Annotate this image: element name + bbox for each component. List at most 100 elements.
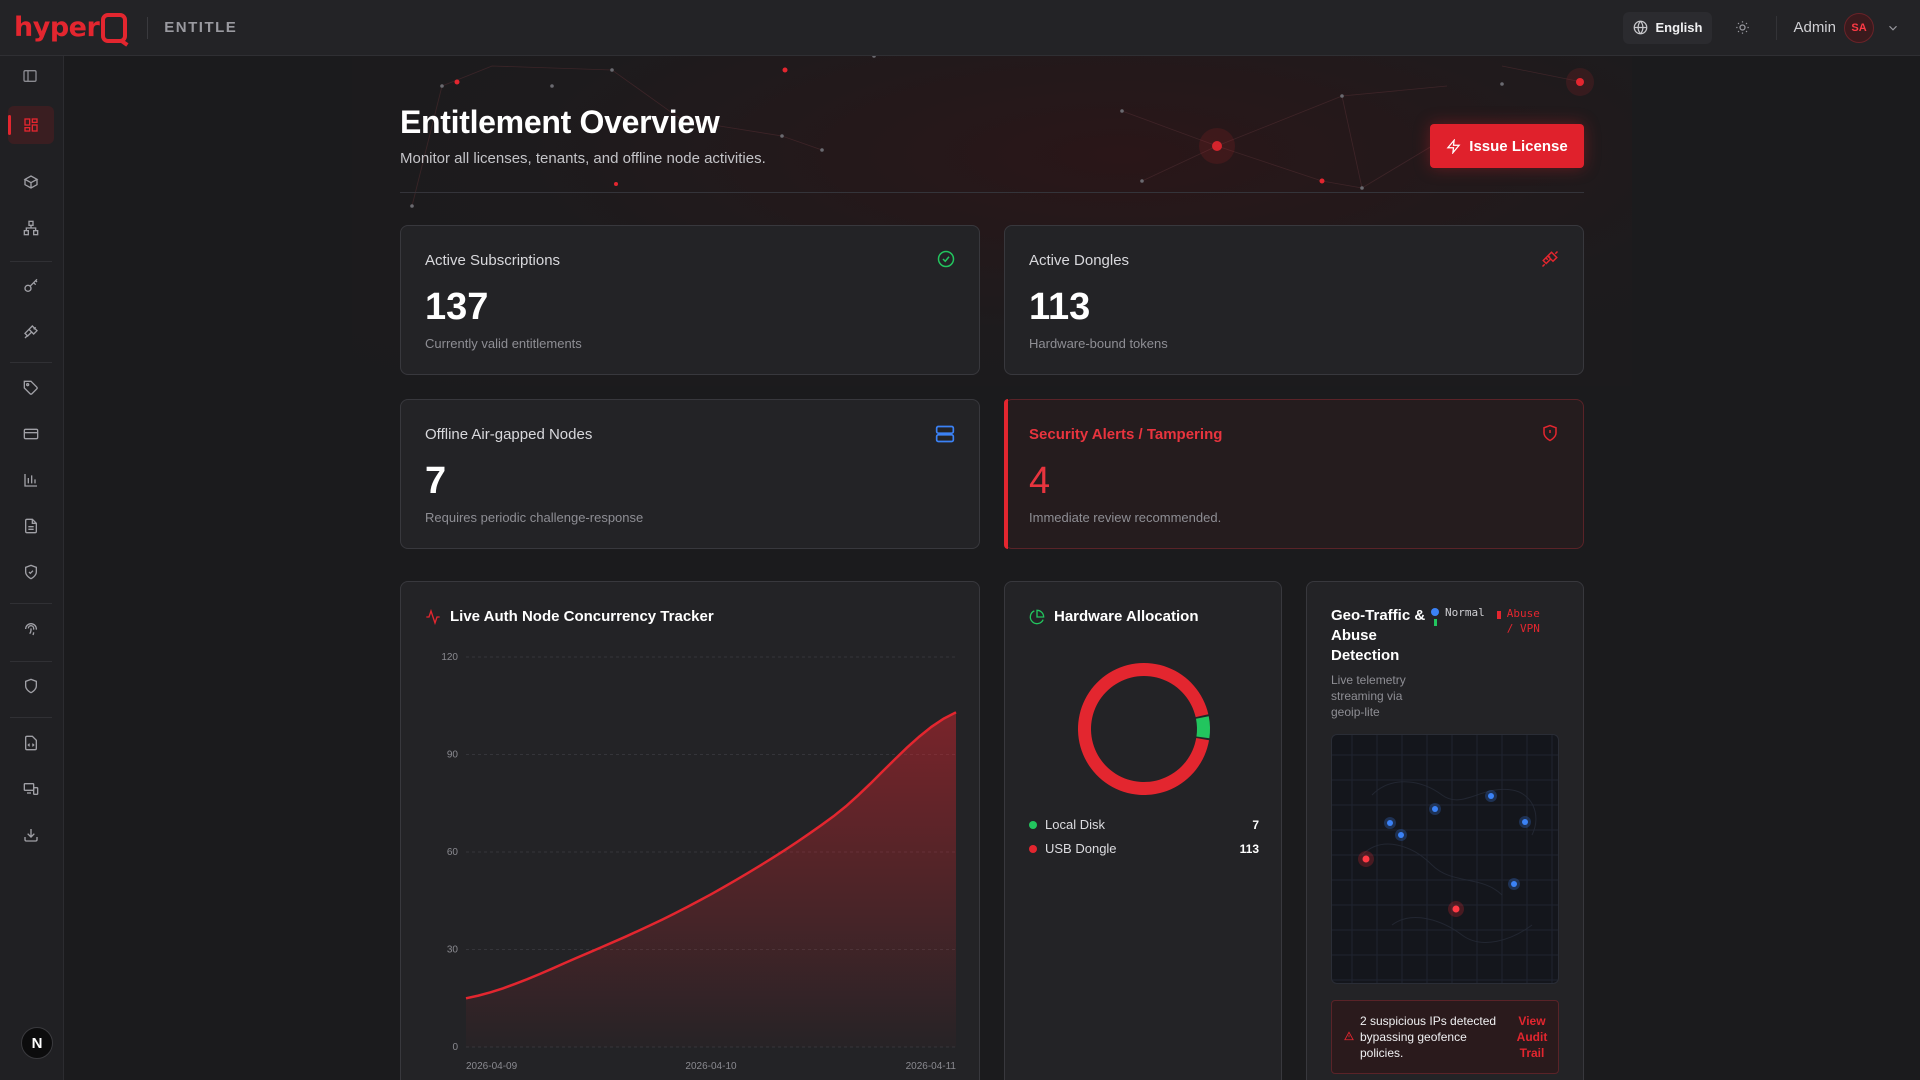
stat-description: Immediate review recommended. xyxy=(1029,510,1222,525)
stat-card-offline-nodes[interactable]: Offline Air-gapped Nodes 7 Requires peri… xyxy=(400,399,980,549)
panel-subtitle: Live telemetry streaming via geoip-lite xyxy=(1331,673,1406,719)
language-selector[interactable]: English xyxy=(1622,11,1713,44)
stat-label: Active Subscriptions xyxy=(425,252,561,269)
sidebar-item-compliance[interactable] xyxy=(8,553,54,591)
user-name: Admin xyxy=(1793,19,1836,36)
download-icon xyxy=(24,829,38,842)
pie-chart-icon xyxy=(1029,609,1045,624)
legend-label: USB Dongle xyxy=(1045,841,1117,856)
issue-license-button[interactable]: Issue License xyxy=(1430,124,1584,168)
package-icon xyxy=(23,175,39,189)
sidebar-item-downloads[interactable] xyxy=(8,816,54,854)
sidebar-item-security[interactable] xyxy=(8,667,54,705)
bar-chart-icon xyxy=(24,474,37,487)
language-label: English xyxy=(1655,20,1703,35)
sidebar-toggle-icon[interactable] xyxy=(22,68,38,84)
stat-card-security-alerts[interactable]: Security Alerts / Tampering 4 Immediate … xyxy=(1004,399,1584,549)
donut-slice-local-disk[interactable] xyxy=(1195,716,1210,739)
shield-icon xyxy=(25,678,37,694)
geo-traffic-map[interactable] xyxy=(1331,734,1559,984)
stat-description: Hardware-bound tokens xyxy=(1029,336,1168,351)
legend-item-usb-dongle: USB Dongle 113 xyxy=(1029,841,1259,856)
network-icon xyxy=(23,220,39,236)
map-grid xyxy=(1332,735,1558,983)
lightning-icon xyxy=(1446,138,1461,154)
sidebar-separator xyxy=(10,717,52,718)
sidebar-item-tenants[interactable] xyxy=(8,209,54,247)
hardware-donut-chart xyxy=(1078,663,1210,795)
card-icon xyxy=(23,428,39,440)
area-fill xyxy=(466,712,956,1047)
sidebar-item-dashboard[interactable] xyxy=(8,106,54,144)
brand-name: ENTITLE xyxy=(164,19,238,36)
sidebar-item-keys[interactable] xyxy=(8,267,54,305)
sun-icon xyxy=(1736,21,1749,34)
sidebar-separator xyxy=(10,603,52,604)
sidebar-separator xyxy=(10,261,52,262)
concurrency-tracker-panel: Live Auth Node Concurrency Tracker 0 30 60… xyxy=(400,581,980,1080)
key-icon xyxy=(24,278,38,292)
document-icon xyxy=(25,518,37,534)
sidebar-item-analytics[interactable] xyxy=(8,461,54,499)
code-file-icon xyxy=(25,735,37,751)
app-logo[interactable]: hyper xyxy=(14,8,128,48)
logo-text: hyper xyxy=(14,12,100,43)
legend-dot xyxy=(1029,820,1037,829)
chevron-down-icon[interactable] xyxy=(1886,21,1900,35)
panel-title: Live Auth Node Concurrency Tracker xyxy=(450,608,714,625)
sidebar-item-devices[interactable] xyxy=(8,770,54,808)
sidebar-separator xyxy=(10,362,52,363)
geo-traffic-panel: Geo-Traffic & Abuse Detection Live telem… xyxy=(1306,581,1584,1080)
stat-description: Requires periodic challenge-response xyxy=(425,510,644,525)
y-tick-label: 120 xyxy=(441,652,458,663)
brand-divider xyxy=(147,16,149,39)
donut-slice-usb-dongle[interactable] xyxy=(1078,663,1210,795)
abuse-traffic-points xyxy=(1358,851,1464,917)
top-bar: hyper ENTITLE English Admin SA xyxy=(0,0,1920,56)
sidebar-item-pricing[interactable] xyxy=(8,369,54,407)
panel-title: Hardware Allocation xyxy=(1054,608,1199,625)
legend-item-local-disk: Local Disk 7 xyxy=(1029,817,1259,832)
normal-traffic-points xyxy=(1384,790,1531,890)
sidebar-item-products[interactable] xyxy=(8,163,54,201)
warning-icon xyxy=(1344,1031,1354,1041)
x-tick-label: 2026-04-09 xyxy=(466,1061,518,1072)
x-tick-label: 2026-04-10 xyxy=(685,1061,737,1072)
plug-icon xyxy=(24,325,38,339)
geo-alert-banner: 2 suspicious IPs detected bypassing geof… xyxy=(1331,1000,1559,1074)
check-circle-icon xyxy=(937,250,955,268)
devices-icon xyxy=(23,783,39,795)
sidebar-item-sdk[interactable] xyxy=(8,724,54,762)
server-icon xyxy=(935,425,955,443)
shield-alert-icon xyxy=(1543,424,1557,442)
stat-card-active-subscriptions[interactable]: Active Subscriptions 137 Currently valid… xyxy=(400,225,980,375)
sidebar-item-reports[interactable] xyxy=(8,507,54,545)
geo-legend: Normal Abuse / VPN xyxy=(1431,606,1547,636)
plug-icon xyxy=(1541,250,1559,268)
series-line xyxy=(465,711,957,1000)
stat-description: Currently valid entitlements xyxy=(425,336,582,351)
geo-alert-text: 2 suspicious IPs detected bypassing geof… xyxy=(1360,1014,1497,1060)
legend-dot-abuse xyxy=(1496,611,1501,619)
logo-q-mark xyxy=(101,12,128,43)
stat-value: 137 xyxy=(425,286,489,328)
sidebar-item-billing[interactable] xyxy=(8,415,54,453)
user-avatar[interactable]: SA xyxy=(1844,12,1874,43)
x-tick-label: 2026-04-11 xyxy=(906,1061,957,1072)
theme-toggle[interactable] xyxy=(1726,12,1758,44)
stat-label: Offline Air-gapped Nodes xyxy=(425,426,593,443)
legend-bar xyxy=(1433,619,1437,626)
sidebar-item-identity[interactable] xyxy=(8,610,54,648)
legend-value: 7 xyxy=(1252,817,1259,832)
y-tick-label: 30 xyxy=(447,945,459,956)
y-tick-label: 90 xyxy=(447,750,459,761)
framework-badge[interactable]: N xyxy=(21,1027,53,1059)
stat-card-active-dongles[interactable]: Active Dongles 113 Hardware-bound tokens xyxy=(1004,225,1584,375)
globe-icon xyxy=(1633,20,1647,35)
hardware-allocation-panel: Hardware Allocation Local Disk 7 USB Don… xyxy=(1004,581,1282,1080)
shield-check-icon xyxy=(25,564,37,580)
page-subtitle: Monitor all licenses, tenants, and offli… xyxy=(400,150,766,167)
view-audit-trail-link[interactable]: View Audit Trail xyxy=(1516,1014,1548,1060)
sidebar-item-dongles[interactable] xyxy=(8,313,54,351)
topbar-separator xyxy=(1776,15,1778,40)
